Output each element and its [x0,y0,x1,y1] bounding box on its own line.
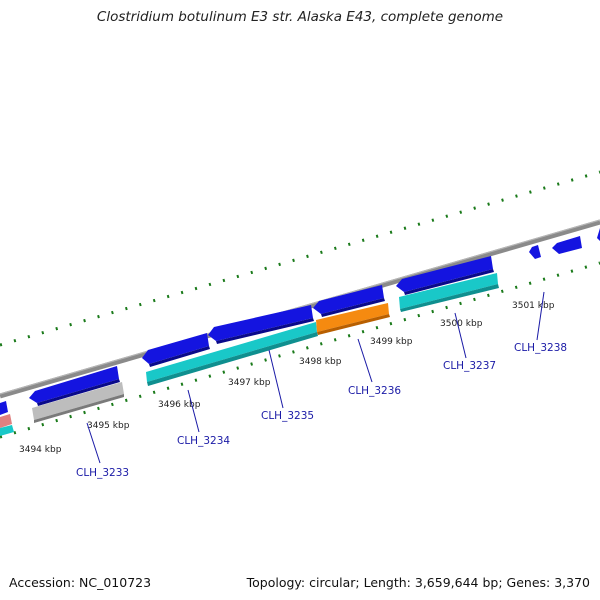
cds-feature-clh3237[interactable] [396,256,494,295]
genome-summary-text: Topology: circular; Length: 3,659,644 bp… [246,575,590,590]
gene-bar-pink-left[interactable] [0,414,12,428]
accession-text: Accession: NC_010723 [9,575,152,590]
gene-label-clh3238[interactable]: CLH_3238 [514,342,567,354]
leader-line-clh3238 [536,291,545,341]
gene-bar-gray-clh3233[interactable] [32,382,124,423]
cds-feature-clh3234[interactable] [142,333,210,367]
cds-feature-clh3235[interactable] [208,305,314,344]
tick-label-3494: 3494 kbp [19,445,62,455]
tick-label-3499: 3499 kbp [370,337,413,347]
leader-line-clh3234 [187,389,200,433]
cds-feature-clh3238-a[interactable] [529,245,541,259]
cds-feature-clh3236[interactable] [313,285,385,317]
tick-label-3500: 3500 kbp [440,319,483,329]
cds-feature-clh3238-b[interactable] [552,236,582,254]
leader-line-clh3235 [268,349,284,409]
gene-bar-cyan-left[interactable] [0,425,14,436]
gene-label-clh3235[interactable]: CLH_3235 [261,410,314,422]
leader-line-clh3233 [86,422,101,464]
tick-label-3496: 3496 kbp [158,400,201,410]
tick-label-3495: 3495 kbp [87,421,130,431]
leader-line-clh3237 [454,312,467,359]
tick-label-3501: 3501 kbp [512,301,555,311]
map-title: Clostridium botulinum E3 str. Alaska E43… [96,9,504,25]
cds-feature-left-edge[interactable] [0,401,8,415]
gene-bar-cyan-clh3234-3235[interactable] [146,322,318,386]
gene-label-clh3237[interactable]: CLH_3237 [443,360,496,372]
leader-line-clh3236 [357,338,373,383]
gene-label-clh3234[interactable]: CLH_3234 [177,435,230,447]
cds-feature-right-edge[interactable] [597,228,600,241]
genome-backbone-highlight [0,219,600,395]
tick-label-3498: 3498 kbp [299,357,342,367]
cds-feature-clh3233[interactable] [29,366,120,406]
tick-label-3497: 3497 kbp [228,378,271,388]
gene-bar-orange-clh3236[interactable] [316,303,390,335]
gene-bar-cyan-clh3237[interactable] [399,273,499,312]
gene-label-clh3236[interactable]: CLH_3236 [348,385,401,397]
gene-label-clh3233[interactable]: CLH_3233 [76,467,129,479]
